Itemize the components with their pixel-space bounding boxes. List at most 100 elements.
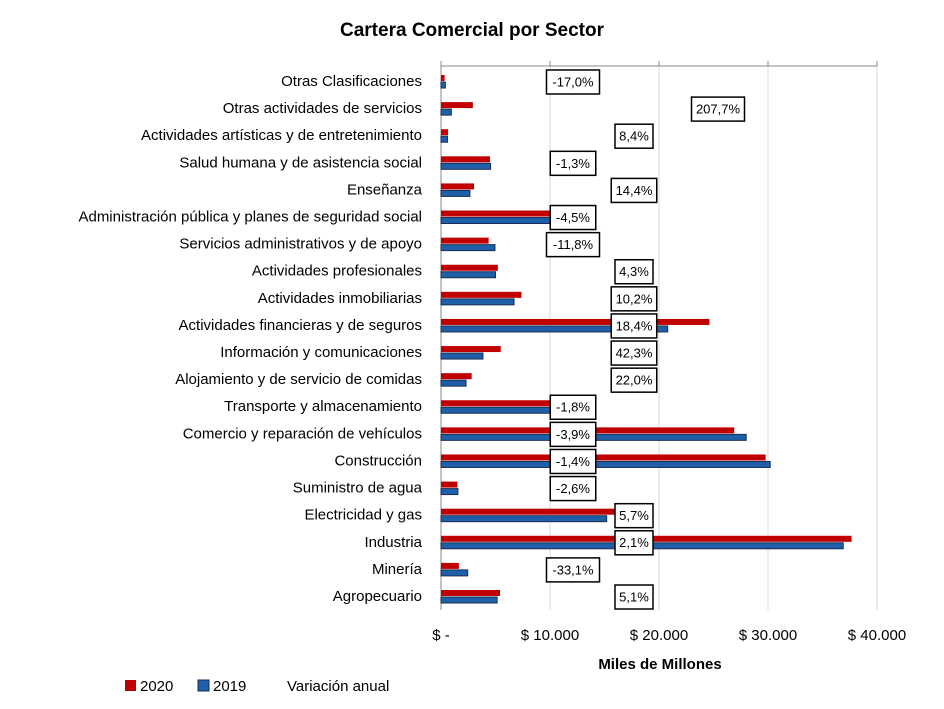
legend-swatch (125, 680, 136, 691)
variation-box (610, 367, 658, 393)
variation-box (545, 231, 601, 258)
category-label: Electricidad y gas (304, 507, 422, 524)
bar (440, 325, 669, 333)
category-label: Otras actividades de servicios (223, 100, 422, 117)
x-tick-label: $ 40.000 (848, 627, 906, 644)
bar (440, 81, 446, 89)
variation-box (549, 150, 597, 177)
variation-label: 207,7% (696, 102, 741, 117)
bar (440, 271, 496, 279)
variation-label: 14,4% (616, 183, 653, 198)
category-label: Salud humana y de asistencia social (179, 154, 422, 171)
variation-label: -2,6% (556, 481, 590, 496)
variation-box (610, 340, 658, 366)
variation-box (549, 421, 597, 448)
bar (441, 156, 490, 163)
bar (440, 108, 452, 116)
bar (441, 346, 501, 353)
bar (440, 244, 496, 252)
variation-label: -3,9% (556, 427, 590, 442)
bar (441, 562, 459, 569)
bar (440, 135, 449, 143)
variation-label: -1,3% (556, 156, 590, 171)
variation-label: 8,4% (619, 129, 649, 144)
category-label: Información y comunicaciones (220, 344, 422, 361)
variation-label: 2,1% (619, 535, 649, 550)
category-label: Industria (364, 534, 422, 551)
bar (440, 515, 608, 523)
variation-box (549, 204, 597, 231)
variation-box (549, 394, 597, 421)
variation-box (610, 286, 658, 312)
variation-label: 10,2% (616, 291, 653, 306)
bar (441, 373, 472, 380)
legend-swatch (197, 679, 210, 692)
bar (441, 400, 564, 407)
variation-box (614, 502, 654, 529)
legend-label: 2019 (213, 678, 246, 695)
bar (440, 596, 498, 604)
category-label: Minería (372, 561, 423, 578)
bar (440, 162, 492, 170)
x-tick-label: $ 10.000 (521, 627, 579, 644)
bar (441, 129, 449, 136)
x-axis-label: Miles de Millones (598, 656, 721, 673)
variation-label: -11,8% (553, 237, 594, 252)
variation-label: -1,4% (556, 454, 590, 469)
category-label: Servicios administrativos y de apoyo (179, 236, 422, 253)
category-label: Construcción (334, 452, 422, 469)
category-label: Suministro de agua (293, 480, 423, 497)
category-label: Enseñanza (347, 181, 423, 198)
bar (441, 291, 522, 298)
bar (440, 189, 471, 197)
bar (440, 569, 469, 577)
variation-label: 5,7% (619, 508, 649, 523)
bar (441, 481, 458, 488)
category-label: Comercio y reparación de vehículos (183, 425, 422, 442)
bar (440, 379, 467, 387)
variation-label: -17,0% (552, 74, 594, 89)
variation-box (610, 177, 658, 204)
bar (441, 318, 710, 325)
variation-box (545, 69, 601, 95)
variation-label: 22,0% (616, 373, 653, 388)
variation-label: 4,3% (619, 264, 649, 279)
category-label: Alojamiento y de servicio de comidas (175, 371, 422, 388)
bar (440, 298, 515, 306)
category-label: Agropecuario (333, 588, 422, 605)
variation-label: 42,3% (616, 345, 653, 360)
bar (441, 183, 475, 190)
chart-title: Cartera Comercial por Sector (340, 20, 605, 41)
variation-box (614, 530, 654, 556)
category-label: Otras Clasificaciones (281, 73, 422, 90)
bar (441, 75, 445, 81)
variation-label: -33,1% (552, 562, 594, 577)
category-label: Actividades inmobiliarias (258, 290, 422, 307)
category-label: Actividades financieras y de seguros (179, 317, 422, 334)
bar (440, 352, 484, 360)
x-tick-label: $ 20.000 (630, 627, 688, 644)
variation-label: 18,4% (616, 318, 653, 333)
legend-label: Variación anual (287, 678, 389, 695)
category-label: Administración pública y planes de segur… (78, 208, 422, 225)
variation-box (549, 475, 597, 502)
bar (441, 508, 617, 515)
bar (441, 264, 498, 271)
bar (441, 210, 556, 217)
variation-box (614, 123, 654, 149)
bar (441, 102, 473, 109)
variation-label: -4,5% (556, 210, 590, 225)
variation-box (545, 557, 601, 583)
bar (440, 406, 566, 414)
legend-label: 2020 (140, 678, 173, 695)
bar (440, 488, 459, 496)
x-tick-label: $ 30.000 (739, 627, 797, 644)
bar (440, 460, 771, 468)
variation-label: 5,1% (619, 589, 649, 604)
category-label: Actividades artísticas y de entretenimie… (141, 127, 422, 144)
bar (441, 454, 766, 461)
category-label: Transporte y almacenamiento (224, 398, 422, 415)
variation-box (614, 584, 654, 610)
variation-label: -1,8% (556, 400, 590, 415)
